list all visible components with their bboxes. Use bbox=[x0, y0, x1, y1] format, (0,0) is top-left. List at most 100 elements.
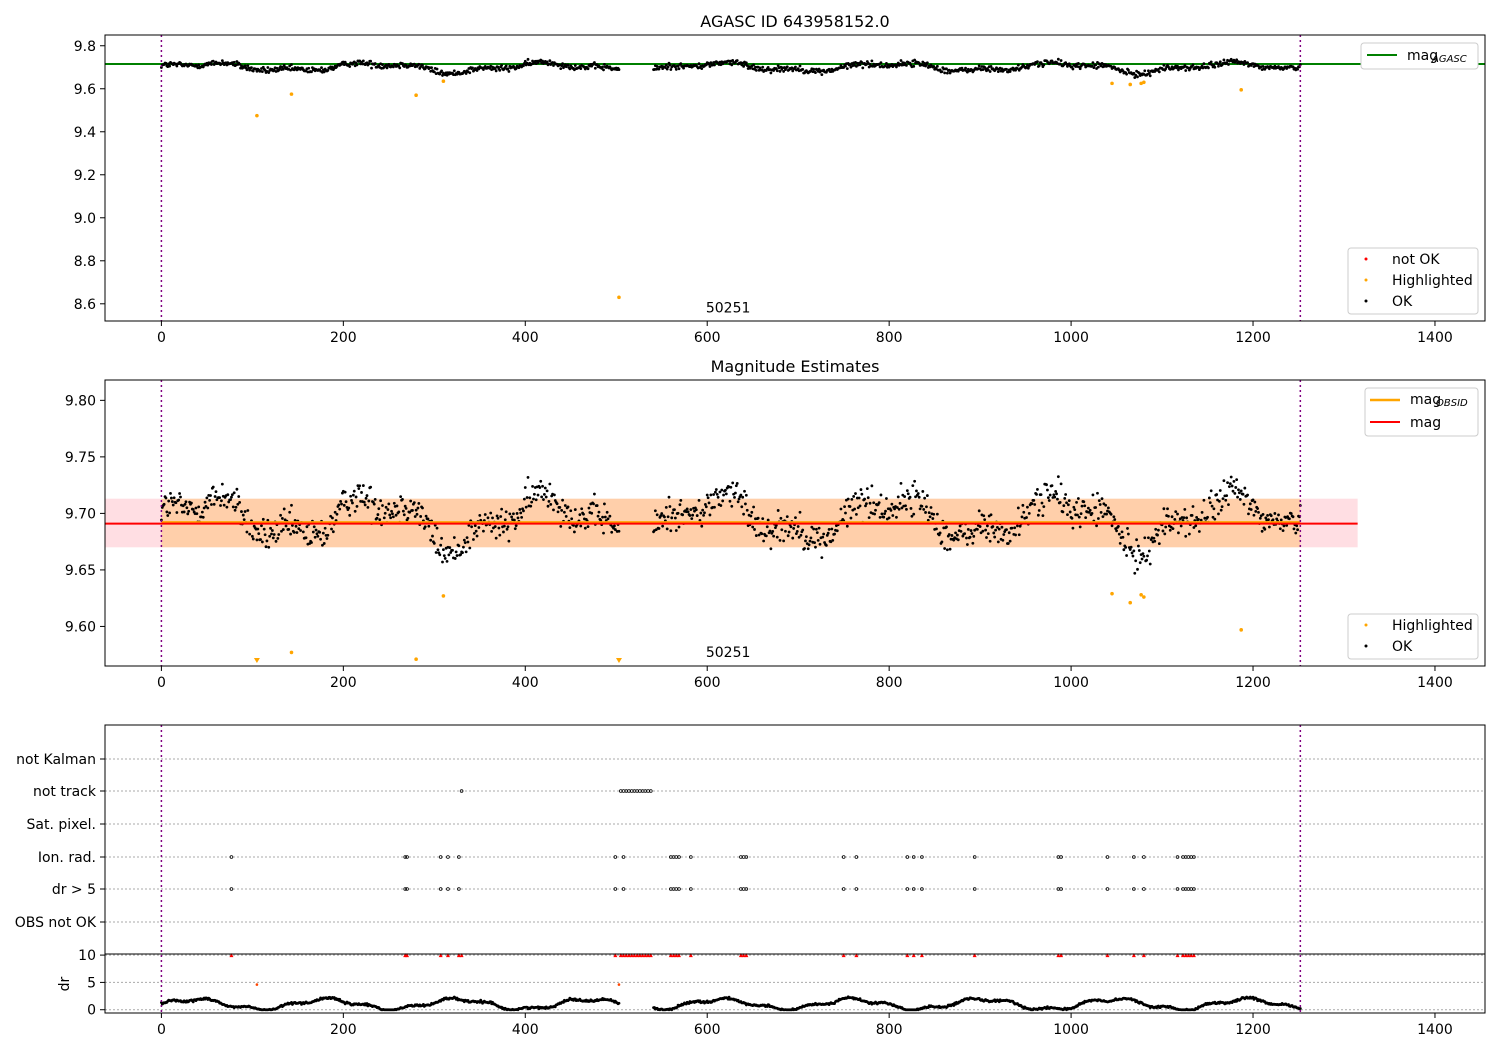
ok-point bbox=[474, 529, 478, 533]
ok-point bbox=[794, 65, 797, 69]
ok-point bbox=[814, 527, 818, 531]
y-tick-label: 9.6 bbox=[74, 82, 96, 98]
ok-point bbox=[385, 66, 389, 70]
ok-point bbox=[839, 63, 843, 67]
ok-point bbox=[490, 529, 494, 533]
flag-row-label: dr > 5 bbox=[52, 882, 96, 898]
ok-point bbox=[1037, 509, 1041, 512]
ok-point bbox=[280, 65, 284, 69]
dr-high-point bbox=[618, 953, 623, 958]
ok-point bbox=[935, 512, 939, 516]
ok-point bbox=[549, 502, 553, 506]
ok-point bbox=[674, 68, 678, 71]
ok-point bbox=[213, 495, 217, 498]
ok-point bbox=[797, 535, 801, 539]
ok-point bbox=[1217, 512, 1220, 516]
ok-point bbox=[232, 60, 236, 64]
ok-point bbox=[419, 515, 423, 518]
ok-point bbox=[660, 512, 664, 515]
ok-point bbox=[818, 542, 822, 546]
ok-point bbox=[895, 506, 899, 509]
x-tick-label: 800 bbox=[876, 1022, 903, 1038]
ok-point bbox=[789, 525, 793, 529]
ok-point bbox=[552, 508, 555, 512]
ok-point bbox=[1017, 533, 1021, 537]
ok-point bbox=[1148, 74, 1152, 78]
ok-point bbox=[965, 543, 969, 546]
ok-point bbox=[493, 525, 497, 528]
ok-point bbox=[764, 534, 768, 538]
ok-point bbox=[540, 495, 544, 499]
ok-point bbox=[715, 493, 719, 496]
ok-point bbox=[1191, 63, 1195, 67]
ok-point bbox=[219, 504, 222, 507]
x-tick-label: 600 bbox=[694, 1022, 721, 1038]
ok-point bbox=[940, 540, 944, 544]
ok-point bbox=[801, 67, 805, 71]
ok-point bbox=[911, 484, 915, 488]
ok-point bbox=[608, 514, 612, 518]
ok-point bbox=[985, 536, 988, 539]
ok-point bbox=[863, 497, 866, 501]
ok-point bbox=[586, 67, 590, 71]
ok-point bbox=[703, 503, 707, 506]
ok-point bbox=[1145, 558, 1148, 562]
highlighted-point bbox=[1142, 80, 1146, 85]
ok-point bbox=[1096, 517, 1100, 520]
ok-point bbox=[798, 510, 802, 514]
flag-point bbox=[457, 887, 461, 891]
ok-point bbox=[1136, 75, 1139, 79]
ok-point bbox=[1142, 554, 1146, 558]
ok-point bbox=[365, 494, 369, 497]
ok-point bbox=[477, 526, 481, 529]
ok-point bbox=[310, 70, 313, 74]
ok-point bbox=[214, 490, 218, 494]
ok-point bbox=[676, 511, 680, 515]
panel2-plot-area: 0 200 400 600 800 1000 1200 1400 9.60 9.65 9.70 9.7… bbox=[65, 380, 1453, 691]
ok-point bbox=[1248, 502, 1252, 506]
ok-point bbox=[993, 535, 997, 539]
ok-point bbox=[825, 533, 829, 537]
ok-point bbox=[872, 501, 876, 505]
ok-point bbox=[301, 530, 305, 534]
ok-point bbox=[313, 535, 317, 539]
ok-point bbox=[972, 534, 976, 538]
ok-point bbox=[1154, 527, 1158, 531]
ok-point bbox=[850, 498, 854, 501]
ok-point bbox=[572, 523, 575, 527]
ok-point bbox=[792, 527, 796, 530]
ok-point bbox=[822, 532, 826, 536]
ok-point bbox=[1243, 486, 1247, 490]
ok-point bbox=[857, 496, 861, 500]
ok-point bbox=[596, 514, 600, 518]
ok-point bbox=[856, 506, 860, 510]
flag-row-label: Ion. rad. bbox=[38, 850, 96, 866]
x-tick-label: 1400 bbox=[1417, 1022, 1453, 1038]
ok-point bbox=[593, 61, 596, 64]
ok-point bbox=[1033, 63, 1037, 66]
ok-point bbox=[903, 495, 907, 498]
ok-point bbox=[1125, 554, 1128, 557]
ok-point bbox=[472, 538, 475, 541]
ok-point bbox=[810, 525, 814, 529]
ok-point bbox=[1163, 532, 1167, 536]
ok-point bbox=[784, 529, 787, 533]
ok-point bbox=[885, 497, 888, 500]
ok-point bbox=[1099, 510, 1103, 514]
ok-point bbox=[935, 527, 938, 531]
ok-point bbox=[602, 531, 605, 535]
ok-point bbox=[915, 489, 918, 493]
ok-point bbox=[1066, 503, 1070, 507]
ok-point bbox=[211, 485, 215, 489]
ok-point bbox=[348, 513, 352, 517]
ok-point bbox=[663, 66, 667, 69]
ok-point bbox=[1193, 519, 1197, 522]
ok-point bbox=[1183, 64, 1187, 67]
ok-point bbox=[714, 488, 718, 491]
ok-point bbox=[475, 69, 479, 72]
ok-point bbox=[270, 529, 274, 532]
ok-point bbox=[593, 492, 596, 496]
ok-point bbox=[315, 532, 319, 536]
ok-point bbox=[1227, 485, 1231, 489]
flag-point bbox=[438, 855, 443, 859]
